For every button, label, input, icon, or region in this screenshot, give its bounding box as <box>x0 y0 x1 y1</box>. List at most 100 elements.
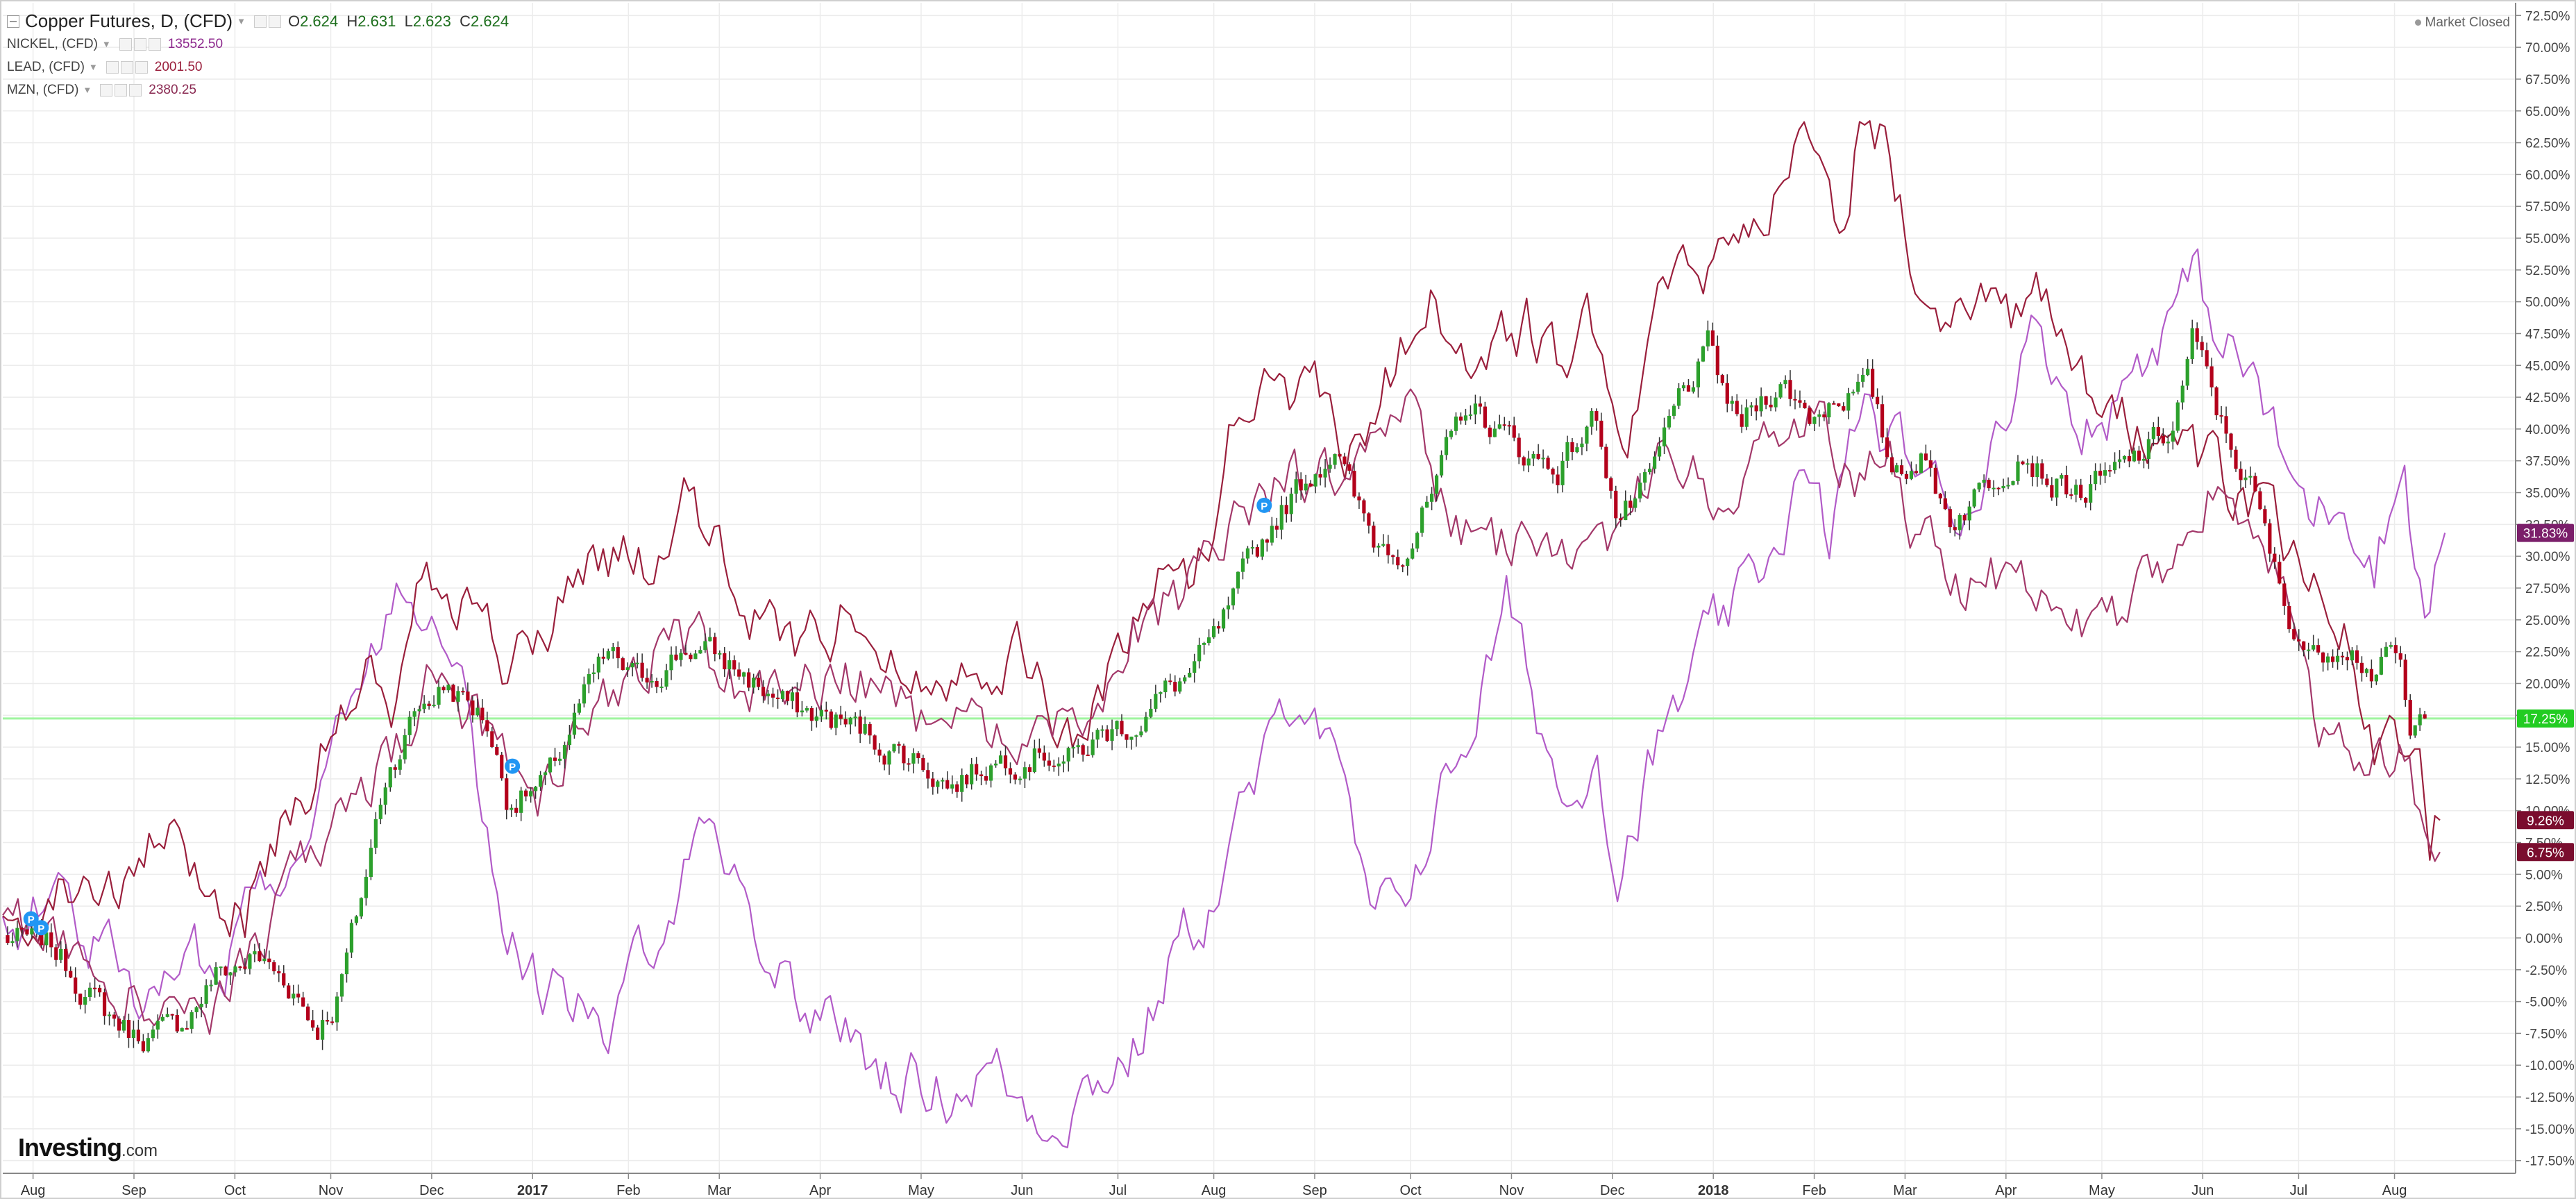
candle-up <box>407 711 412 744</box>
candle-body <box>1923 453 1928 461</box>
candle-up <box>359 897 363 919</box>
candle-body <box>2156 426 2160 436</box>
candle-up <box>911 748 916 773</box>
candle-down <box>243 958 247 974</box>
candle-down <box>2205 342 2209 369</box>
candle-body <box>238 966 242 969</box>
settings-icon[interactable] <box>253 15 267 28</box>
event-marker[interactable]: P <box>23 911 39 927</box>
overlay-row-lead[interactable]: LEAD, (CFD) ▼ 2001.50 <box>7 56 509 78</box>
hide-icon[interactable] <box>120 60 133 74</box>
candle-body <box>1958 514 1962 530</box>
candle-body <box>1193 661 1197 673</box>
event-marker[interactable]: P <box>1256 497 1272 513</box>
candle-up <box>456 686 460 712</box>
x-tick-label: Mar <box>707 1183 732 1198</box>
event-marker-label: P <box>37 923 44 934</box>
candle-body <box>398 759 402 770</box>
candle-body <box>412 711 416 717</box>
candle-down <box>655 678 659 694</box>
candle-body <box>514 807 519 813</box>
candle-body <box>1342 456 1347 464</box>
overlay-row-mzn[interactable]: MZN, (CFD) ▼ 2380.25 <box>7 78 509 101</box>
overlay-name: NICKEL, (CFD) <box>7 36 98 51</box>
event-marker-circle[interactable] <box>505 758 521 774</box>
candle-body <box>1483 406 1487 428</box>
hide-icon[interactable] <box>268 15 281 28</box>
candle-down <box>2321 651 2325 672</box>
event-marker-circle[interactable] <box>1256 497 1272 513</box>
candle-body <box>2258 491 2262 510</box>
candle-up <box>437 680 441 709</box>
candle-body <box>747 672 751 688</box>
candle-body <box>1042 753 1046 761</box>
candle-body <box>25 929 29 934</box>
hide-icon[interactable] <box>115 83 128 97</box>
candle-up <box>146 1032 150 1053</box>
close-icon[interactable] <box>135 60 148 74</box>
close-icon[interactable] <box>148 37 161 51</box>
candle-up <box>1662 417 1667 455</box>
event-marker-circle[interactable] <box>33 920 49 936</box>
settings-icon[interactable] <box>100 83 113 97</box>
candle-body <box>1580 443 1584 448</box>
chevron-down-icon[interactable]: ▼ <box>237 16 246 26</box>
candle-body <box>383 787 387 805</box>
candle-body <box>2021 461 2025 464</box>
candle-body <box>461 691 465 693</box>
candle-down <box>2403 654 2407 707</box>
chevron-down-icon[interactable]: ▼ <box>88 62 98 72</box>
lead-line <box>2 120 2441 947</box>
candle-body <box>1585 426 1589 444</box>
candle-down <box>1619 513 1623 527</box>
overlay-row-nickel[interactable]: NICKEL, (CFD) ▼ 13552.50 <box>7 33 509 56</box>
candle-up <box>1866 359 1870 376</box>
candle-down <box>931 771 935 795</box>
candle-body <box>926 770 930 779</box>
candle-body <box>146 1038 150 1052</box>
candle-body <box>422 703 426 710</box>
candle-body <box>117 1018 121 1031</box>
y-tick-label: 42.50% <box>2525 391 2570 405</box>
candle-down <box>282 965 286 988</box>
candle-body <box>664 670 668 687</box>
candle-body <box>1720 375 1724 383</box>
close-icon[interactable] <box>129 83 142 97</box>
candle-body <box>1139 731 1143 736</box>
candle-up <box>572 703 577 739</box>
chevron-down-icon[interactable]: ▼ <box>83 85 92 95</box>
candle-body <box>1744 407 1749 427</box>
overlay-value: 2380.25 <box>149 82 196 97</box>
candle-up <box>1018 776 1022 785</box>
candle-body <box>1478 403 1482 407</box>
candle-body <box>1057 763 1061 766</box>
collapse-legend-icon[interactable] <box>7 15 19 28</box>
candle-body <box>1338 454 1342 457</box>
candle-body <box>2200 342 2204 351</box>
event-marker-circle[interactable] <box>23 911 39 927</box>
candle-body <box>1076 745 1080 748</box>
candle-body <box>698 650 702 654</box>
candle-down <box>2214 386 2219 420</box>
candle-body <box>1614 490 1618 519</box>
candle-body <box>1871 369 1875 397</box>
candle-body <box>292 993 296 999</box>
candle-up <box>853 712 857 727</box>
candle-body <box>1943 498 1947 510</box>
candle-up <box>1638 473 1642 503</box>
copper-candles <box>6 319 2427 1053</box>
settings-icon[interactable] <box>106 60 119 74</box>
candle-down <box>1081 743 1085 762</box>
event-marker[interactable]: P <box>505 758 521 774</box>
hide-icon[interactable] <box>133 37 146 51</box>
candle-up <box>1226 596 1231 619</box>
candle-down <box>141 1034 145 1053</box>
candle-up <box>2146 431 2150 469</box>
candle-up <box>664 664 668 690</box>
settings-icon[interactable] <box>119 37 132 51</box>
event-marker[interactable]: P <box>33 920 49 936</box>
chevron-down-icon[interactable]: ▼ <box>101 39 111 49</box>
candle-body <box>543 772 548 775</box>
candle-up <box>412 707 416 727</box>
